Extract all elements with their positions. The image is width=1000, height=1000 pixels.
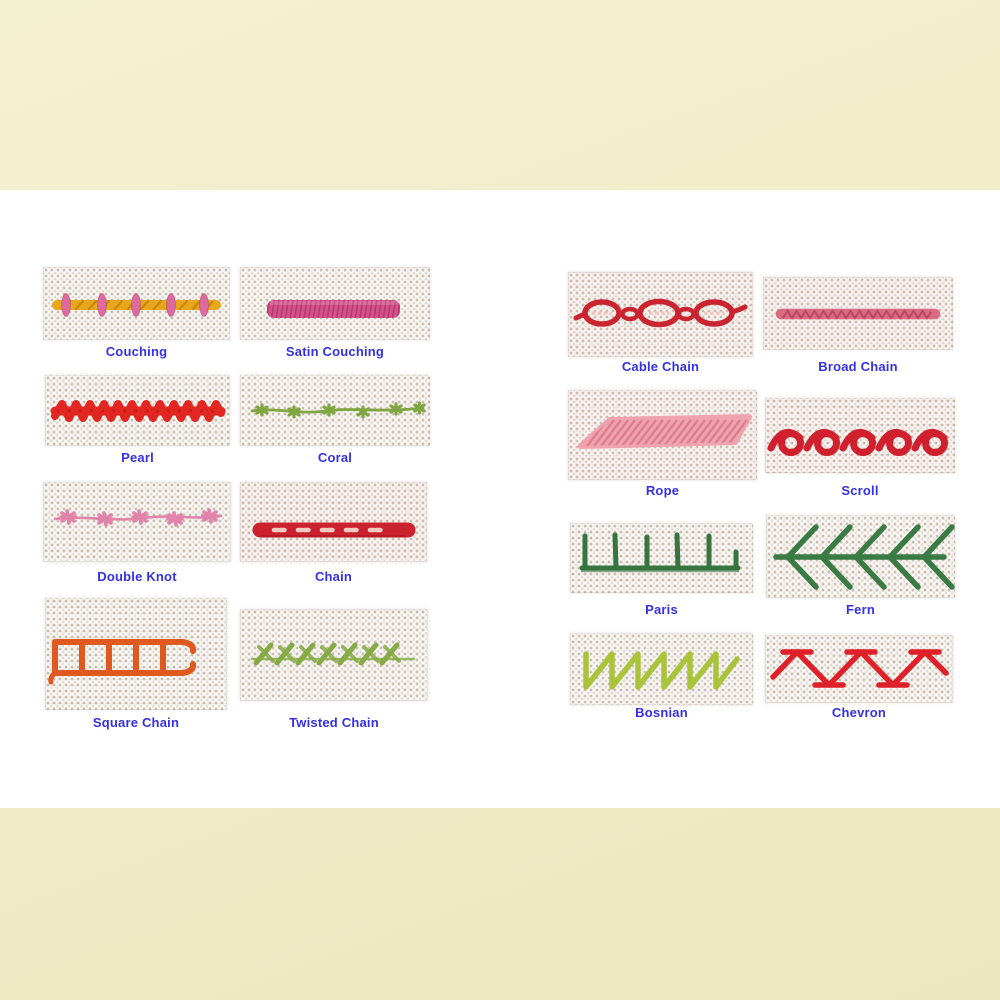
chevron-stitch-art	[770, 649, 949, 688]
aida-cloth	[43, 482, 231, 562]
aida-cloth	[240, 267, 430, 340]
satin-couching-stitch-art	[267, 300, 400, 318]
aida-cloth	[765, 398, 955, 473]
aida-cloth	[766, 515, 955, 598]
aida-cloth	[45, 598, 227, 710]
coral-stitch-art	[250, 401, 426, 419]
couching-stitch-art	[52, 293, 221, 317]
aida-cloth	[240, 375, 430, 446]
twisted-chain-stitch-art	[250, 642, 416, 666]
label-twisted-chain: Twisted Chain	[289, 715, 379, 730]
label-chain: Chain	[314, 569, 353, 584]
label-double-knot: Double Knot	[97, 569, 177, 584]
chain-stitch-art	[252, 522, 416, 538]
swatch-fern: Fern	[766, 515, 955, 617]
swatch-paris: Paris	[570, 523, 753, 617]
aida-cloth	[568, 390, 757, 480]
label-couching: Couching	[105, 344, 168, 359]
label-rope: Rope	[645, 483, 680, 498]
aida-cloth	[240, 609, 428, 701]
label-cable-chain: Cable Chain	[621, 359, 700, 374]
swatch-satin-couching: Satin Couching	[240, 267, 430, 359]
aida-cloth	[763, 277, 953, 350]
swatch-pearl: Pearl	[45, 375, 230, 465]
aida-cloth	[570, 633, 753, 705]
swatch-rope: Rope	[568, 390, 757, 498]
broad-chain-stitch-art	[775, 308, 941, 320]
aida-cloth	[45, 375, 230, 446]
label-paris: Paris	[645, 602, 678, 617]
label-satin-couching: Satin Couching	[285, 344, 385, 359]
bosnian-stitch-art	[583, 651, 740, 690]
label-coral: Coral	[317, 450, 353, 465]
square-chain-stitch-art	[48, 639, 197, 685]
scroll-stitch-art	[767, 428, 948, 456]
swatch-chain: Chain	[240, 482, 427, 584]
label-chevron: Chevron	[831, 705, 887, 720]
swatch-couching: Couching	[43, 267, 230, 359]
swatch-cable-chain: Cable Chain	[568, 272, 753, 374]
rope-stitch-art	[578, 414, 752, 449]
aida-cloth	[568, 272, 753, 357]
swatch-bosnian: Bosnian	[570, 633, 753, 720]
fern-stitch-art	[773, 524, 955, 590]
swatch-double-knot: Double Knot	[43, 482, 231, 584]
label-square-chain: Square Chain	[92, 715, 180, 730]
swatch-broad-chain: Broad Chain	[763, 277, 953, 374]
swatch-coral: Coral	[240, 375, 430, 465]
label-bosnian: Bosnian	[635, 705, 688, 720]
double-knot-stitch-art	[53, 508, 223, 527]
label-pearl: Pearl	[121, 450, 154, 465]
cable-chain-stitch-art	[573, 298, 748, 328]
swatch-square-chain: Square Chain	[45, 598, 227, 730]
aida-cloth	[765, 635, 953, 703]
label-fern: Fern	[846, 602, 875, 617]
swatch-scroll: Scroll	[765, 398, 955, 498]
label-scroll: Scroll	[841, 483, 879, 498]
aida-cloth	[43, 267, 230, 340]
pearl-stitch-art	[50, 400, 226, 422]
swatch-chevron: Chevron	[765, 635, 953, 720]
label-broad-chain: Broad Chain	[818, 359, 898, 374]
swatch-twisted-chain: Twisted Chain	[240, 609, 428, 730]
aida-cloth	[240, 482, 427, 562]
paris-stitch-art	[579, 532, 741, 573]
aida-cloth	[570, 523, 753, 593]
